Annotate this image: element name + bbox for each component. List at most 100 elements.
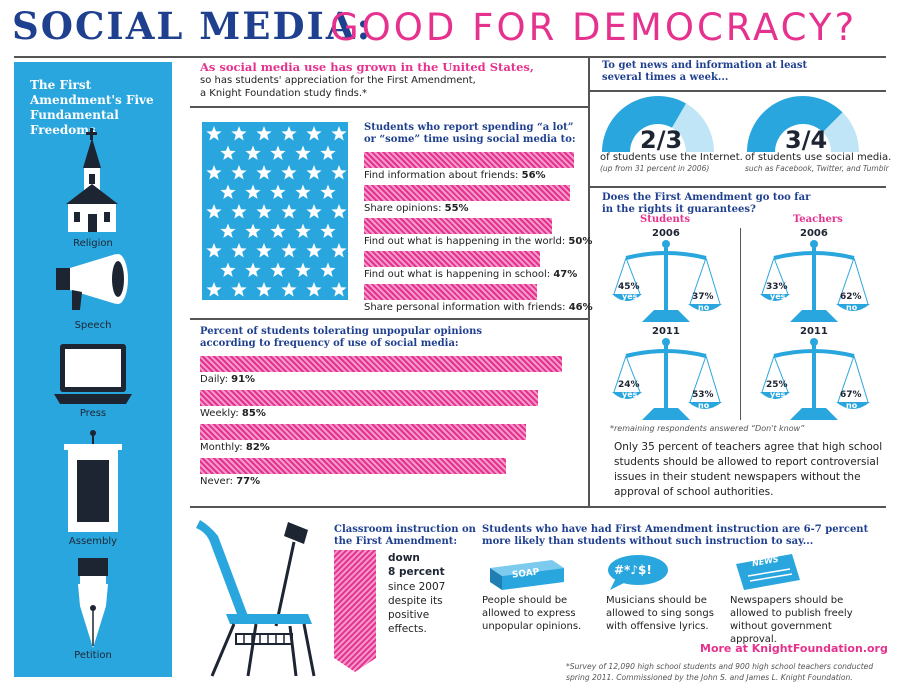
flag-star: [320, 184, 336, 199]
scale-year: 2006: [652, 228, 680, 239]
internet-note: (up from 31 percent in 2006): [600, 164, 710, 173]
flag-star: [220, 262, 236, 277]
laptop-icon: [54, 344, 132, 404]
flag-star: [231, 204, 247, 219]
internet-label: of students use the Internet.: [600, 152, 743, 163]
freedom-label-press: Press: [79, 408, 107, 419]
flag-star: [206, 126, 222, 141]
flag-star: [331, 243, 347, 258]
freedom-label-assembly: Assembly: [68, 536, 118, 547]
flag-star: [306, 165, 322, 180]
scale-no-word: no: [846, 401, 858, 410]
social-use-label: Share opinions: 55%: [364, 203, 469, 214]
intro-line-1: so has students' appreciation for the Fi…: [200, 75, 476, 86]
social-label: of students use social media.: [745, 152, 892, 163]
gauge-filled: [747, 96, 843, 152]
symbols-label: #*♪$!: [614, 563, 652, 577]
flag-star: [220, 145, 236, 160]
instruction-percent: 8 percent: [388, 566, 445, 578]
intro-heading: As social media use has grown in the Uni…: [200, 60, 534, 74]
news-heading-1: To get news and information at least: [602, 60, 808, 71]
stars-flag: [202, 122, 348, 300]
scale-icon: [612, 338, 722, 420]
instruction-heading-1: Classroom instruction on: [334, 524, 476, 535]
social-use-value: 56%: [521, 170, 546, 181]
flag-star: [245, 223, 261, 238]
flag-star: [256, 165, 272, 180]
social-use-label: Find out what is happening in school: 47…: [364, 269, 578, 280]
flag-star: [320, 262, 336, 277]
social-use-value: 47%: [553, 269, 578, 280]
flag-star: [220, 223, 236, 238]
news-heading-2: several times a week...: [602, 72, 729, 83]
center-divider: [588, 58, 590, 506]
flag-star: [206, 243, 222, 258]
gauge-filled: [602, 96, 687, 152]
flag-star: [281, 243, 297, 258]
flag-star: [306, 243, 322, 258]
scale-year: 2011: [800, 326, 828, 337]
likelihood-heading-2: more likely than students without such i…: [482, 536, 814, 547]
newspaper-icon: [736, 554, 800, 590]
scale-yes-word: yes: [770, 390, 786, 399]
flag-star: [306, 204, 322, 219]
scale-no-value: 62%: [840, 292, 862, 302]
internet-fraction: 2/3: [640, 126, 683, 154]
flag-star: [281, 204, 297, 219]
tolerance-value: 91%: [231, 374, 256, 385]
instruction-rest: since 2007 despite its positive effects.: [388, 581, 446, 635]
flag-star: [256, 282, 272, 297]
fa-footnote: *remaining respondents answered “Don't k…: [610, 424, 805, 433]
sidebar-title: The First Amendment's Five Fundamental F…: [30, 78, 154, 137]
social-fraction: 3/4: [785, 126, 828, 154]
intro-rule: [190, 106, 588, 108]
instruction-down: down: [388, 552, 420, 564]
down-arrow-icon: [334, 550, 376, 672]
scale-no-value: 37%: [692, 292, 714, 302]
fa-rule: [588, 186, 886, 188]
scale-icon: [760, 240, 870, 322]
flag-star: [281, 165, 297, 180]
flag-star: [295, 223, 311, 238]
flag-star: [331, 282, 347, 297]
tolerance-label: Weekly: 85%: [200, 408, 266, 419]
more-link[interactable]: More at KnightFoundation.org: [700, 642, 888, 655]
likelihood-item-2: Musicians should be allowed to sing song…: [606, 595, 714, 632]
flag-star: [231, 126, 247, 141]
tolerance-value: 85%: [241, 408, 266, 419]
survey-note-1: *Survey of 12,090 high school students a…: [566, 662, 874, 671]
social-note: such as Facebook, Twitter, and Tumblr: [745, 164, 889, 173]
school-desk-icon: [196, 520, 316, 677]
fa-summary: Only 35 percent of teachers agree that h…: [614, 441, 883, 498]
scale-yes-value: 45%: [618, 282, 640, 292]
flag-star: [281, 282, 297, 297]
news-rule: [588, 90, 886, 92]
likelihood-item-1: People should be allowed to express unpo…: [482, 595, 582, 632]
freedoms-sidebar: The First Amendment's Five Fundamental F…: [14, 62, 172, 677]
scale-yes-word: yes: [622, 390, 638, 399]
likelihood-item-3: Newspapers should be allowed to publish …: [730, 595, 853, 645]
social-use-label: Share personal information with friends:…: [364, 302, 593, 313]
tolerance-label: Daily: 91%: [200, 374, 256, 385]
social-use-value: 50%: [568, 236, 593, 247]
scale-no-value: 67%: [840, 390, 862, 400]
scale-no-word: no: [698, 303, 710, 312]
social-gauge: [747, 96, 859, 152]
freedom-label-petition: Petition: [74, 650, 112, 661]
scale-icon: [612, 240, 722, 322]
teachers-label: Teachers: [793, 214, 843, 225]
internet-gauge: [602, 96, 714, 152]
flag-star: [256, 204, 272, 219]
page-subtitle: GOOD FOR DEMOCRACY?: [330, 6, 858, 49]
flag-star: [320, 223, 336, 238]
flag-star: [306, 282, 322, 297]
flag-star: [270, 223, 286, 238]
survey-note-2: spring 2011. Commissioned by the John S.…: [566, 673, 853, 682]
fa-heading-1: Does the First Amendment go too far: [602, 192, 811, 203]
bottom-rule: [190, 506, 886, 508]
scale-no-word: no: [846, 303, 858, 312]
social-use-bar: [364, 185, 571, 201]
page-title: SOCIAL MEDIA:: [12, 4, 373, 48]
social-use-value: 46%: [568, 302, 593, 313]
social-use-bar: [364, 251, 541, 267]
